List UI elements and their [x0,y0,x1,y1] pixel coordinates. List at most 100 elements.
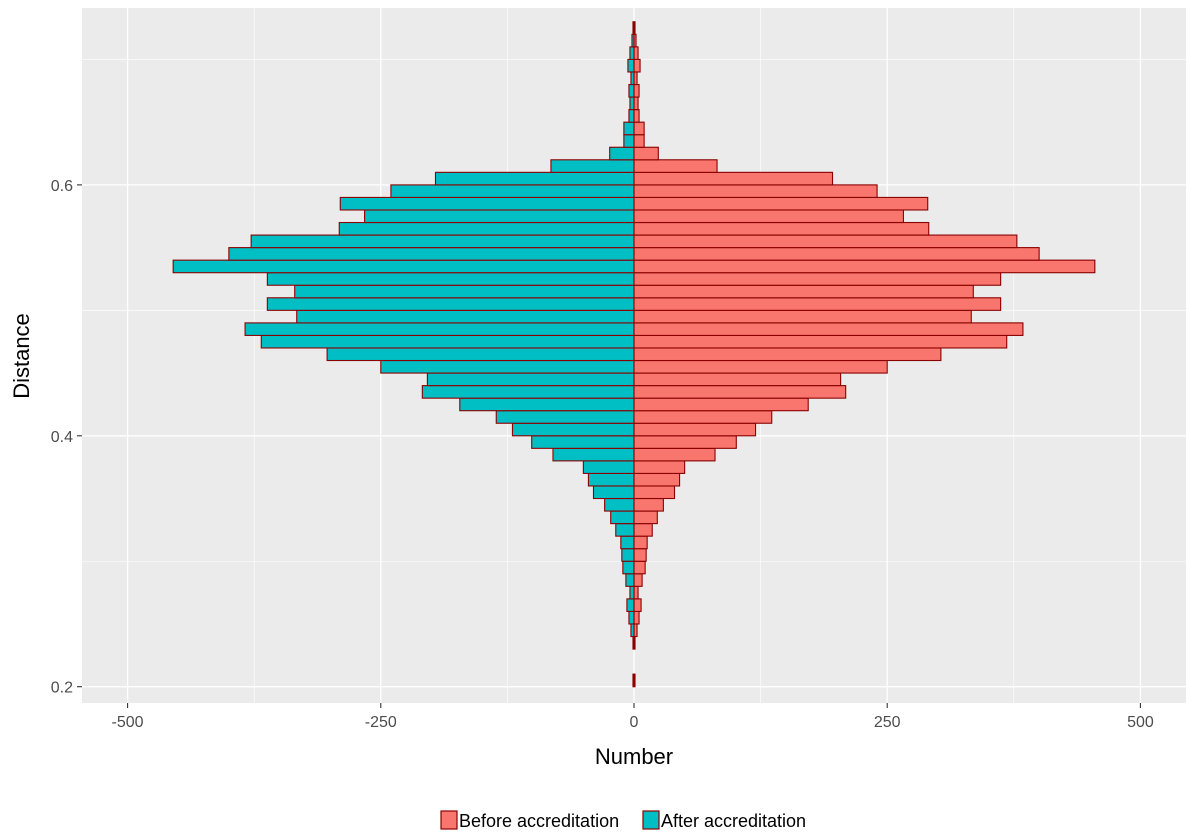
bar-before [633,385,847,399]
bar-before [633,485,676,500]
bar-before [633,359,888,374]
bar-after [587,472,635,487]
x-tick-label: 250 [874,714,901,731]
bar-before [633,460,686,474]
bar-after [338,221,635,236]
bar-after [459,397,635,412]
legend: Before accreditation After accreditation [440,810,806,831]
bar-before [633,410,773,424]
bar-after [592,485,635,500]
bar-before [633,272,1002,286]
y-axis-ticks: 0.2 0.4 0.6 [51,178,82,697]
bar-before [633,347,942,362]
bar-before [633,234,1018,249]
bar-before [633,259,1096,274]
bar-before [633,247,1040,261]
bar-after [631,33,635,48]
bar-before [633,472,681,487]
y-tick-label: 0.2 [51,680,73,697]
bar-after [623,121,635,136]
x-tick-label: -250 [365,714,397,731]
bar-before [633,159,718,173]
bar-after [630,623,635,638]
bar-after [244,322,635,336]
bar-after [390,184,635,198]
bar-before [633,610,640,625]
bar-after [615,523,635,537]
bar-after [228,247,635,261]
bar-after [627,58,635,73]
bar-after [622,560,635,575]
bar-before [633,560,646,575]
bar-after [604,497,635,512]
bar-after [421,385,635,399]
bar-after [172,259,635,274]
x-axis-ticks: -500 -250 0 250 500 [112,703,1154,731]
bar-before [633,397,809,412]
bar-after [260,334,635,349]
bar-after [434,171,635,186]
bar-before [633,83,640,98]
bar-before [633,46,639,60]
bar-before [633,322,1024,336]
bar-before [633,548,647,562]
bar-after [630,71,635,86]
bar-after [628,610,635,625]
x-tick-label: -500 [112,714,144,731]
bar-after [609,146,635,161]
bar-after [625,573,635,587]
bar-before [633,196,929,211]
y-tick-label: 0.4 [51,429,73,446]
bar-after [629,585,635,600]
bar-before [633,171,834,186]
bar-after [628,83,635,98]
bar-before [633,372,842,387]
bar-after [632,673,635,688]
bar-after [621,548,635,562]
bar-before [633,422,757,437]
bar-after [629,46,635,60]
bar-after [294,284,635,299]
bar-after [495,410,635,424]
bar-after [632,21,635,35]
bar-before [633,58,641,73]
bar-after [626,598,635,612]
bar-after [266,272,635,286]
bar-after [364,209,635,224]
x-tick-label: 500 [1127,714,1154,731]
bar-before [633,523,653,537]
bar-after [266,297,635,311]
bar-before [633,221,930,236]
legend-key-before [440,810,458,830]
bar-before [633,447,716,462]
bar-before [633,585,639,600]
x-tick-label: 0 [630,714,639,731]
bar-after [380,359,635,374]
bar-before [633,146,659,161]
bar-after [610,510,635,525]
bar-before [633,209,904,224]
bar-after [550,159,635,173]
bar-after [426,372,635,387]
y-axis-title: Distance [9,313,34,399]
x-axis-title: Number [595,744,673,769]
bar-before [633,510,658,525]
bar-after [511,422,635,437]
bar-before [633,598,642,612]
bar-before [633,309,972,324]
bar-before [633,435,737,449]
legend-key-after [642,810,660,830]
bar-after [326,347,635,362]
bar-before [633,109,640,123]
bar-after [620,535,635,550]
bar-before [633,134,645,148]
bar-after [632,635,635,650]
bar-before [633,121,645,136]
bar-before [633,284,974,299]
bars [172,21,1096,688]
legend-label-before: Before accreditation [459,811,619,831]
bar-before [633,96,639,111]
bar-before [633,497,664,512]
bar-before [633,334,1008,349]
